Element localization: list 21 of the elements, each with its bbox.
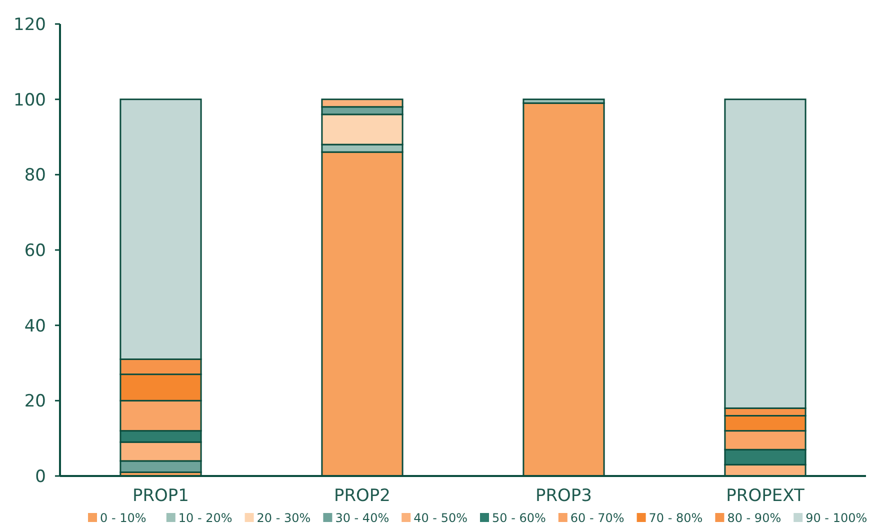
x-tick-label: PROP3 [535, 486, 592, 506]
y-tick-label: 40 [24, 316, 46, 336]
legend-label: 50 - 60% [492, 511, 546, 525]
y-tick-label: 20 [24, 392, 46, 412]
x-tick-label: PROPEXT [726, 486, 805, 506]
legend-label: 20 - 30% [256, 511, 311, 525]
legend-label: 70 - 80% [648, 511, 703, 525]
y-tick-label: 120 [14, 14, 46, 35]
x-tick-label: PROP1 [132, 486, 190, 506]
legend-label: 10 - 20% [178, 511, 232, 525]
legend-label: 90 - 100% [806, 511, 868, 525]
legend-label: 40 - 50% [414, 511, 468, 525]
y-tick-label: 80 [24, 166, 46, 186]
y-tick-label: 60 [24, 240, 46, 261]
legend-label: 30 - 40% [335, 511, 390, 525]
y-tick-label: 100 [14, 90, 46, 110]
x-tick-label: PROP2 [334, 486, 391, 506]
legend-label: 0 - 10% [100, 511, 146, 525]
legend-label: 80 - 90% [727, 511, 782, 525]
y-tick-label: 0 [35, 466, 46, 487]
legend-label: 60 - 70% [570, 511, 624, 525]
